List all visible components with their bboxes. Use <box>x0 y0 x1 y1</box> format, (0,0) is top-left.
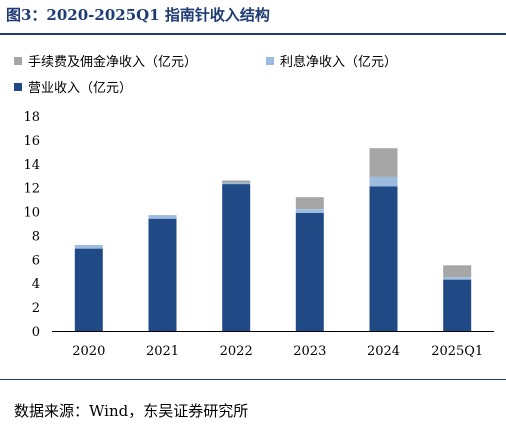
x-tick-label: 2024 <box>367 344 400 359</box>
bars <box>74 148 472 332</box>
bar-segment <box>369 148 398 177</box>
bar-segment <box>222 180 251 183</box>
bar-segment <box>74 245 103 249</box>
y-tick-label: 8 <box>32 229 40 244</box>
bar-segment <box>222 184 251 331</box>
y-tick-label: 6 <box>32 253 40 268</box>
bar-segment <box>443 277 472 280</box>
bar-segment <box>443 265 472 278</box>
legend-swatch <box>266 57 274 65</box>
bar-segment <box>295 209 324 213</box>
legend-label: 营业收入（亿元） <box>28 81 132 96</box>
x-tick-label: 2025Q1 <box>431 344 483 359</box>
x-tick-label: 2023 <box>293 344 326 359</box>
x-axis: 2020 2021 2022 2023 2024 2025Q1 <box>52 331 494 359</box>
bar-segment <box>369 176 398 187</box>
x-tick-label: 2020 <box>72 344 105 359</box>
y-tick-label: 16 <box>23 134 40 149</box>
y-tick-label: 10 <box>23 206 40 221</box>
y-tick-label: 0 <box>32 325 40 340</box>
x-tick-label: 2022 <box>220 344 253 359</box>
y-axis: 0 2 4 6 8 10 12 14 16 18 <box>23 110 40 340</box>
y-tick-label: 14 <box>23 158 40 173</box>
chart-legend: 手续费及佣金净收入（亿元） 利息净收入（亿元） 营业收入（亿元） <box>14 54 397 96</box>
x-tick-label: 2021 <box>146 344 179 359</box>
bar-segment <box>148 215 177 219</box>
bar-segment <box>443 279 472 331</box>
source-note: 数据来源：Wind，东吴证券研究所 <box>14 402 249 420</box>
legend-label: 手续费及佣金净收入（亿元） <box>28 54 197 70</box>
stacked-bar-chart: 手续费及佣金净收入（亿元） 利息净收入（亿元） 营业收入（亿元） 0 2 4 6 8 10 12… <box>14 54 494 359</box>
title-divider <box>0 33 506 35</box>
bar-segment <box>74 248 103 331</box>
legend-label: 利息净收入（亿元） <box>280 54 397 70</box>
bar-segment <box>369 186 398 331</box>
legend-swatch <box>14 57 22 65</box>
bar-segment <box>148 218 177 331</box>
bar-segment <box>222 182 251 185</box>
bar-segment <box>295 212 324 332</box>
legend-swatch <box>14 83 22 91</box>
y-tick-label: 2 <box>32 301 40 316</box>
source-divider <box>0 379 506 380</box>
y-tick-label: 4 <box>32 277 40 292</box>
y-tick-label: 18 <box>23 110 40 125</box>
figure-title: 图3：2020-2025Q1 指南针收入结构 <box>6 6 270 24</box>
bar-segment <box>295 197 324 210</box>
y-tick-label: 12 <box>23 182 40 197</box>
